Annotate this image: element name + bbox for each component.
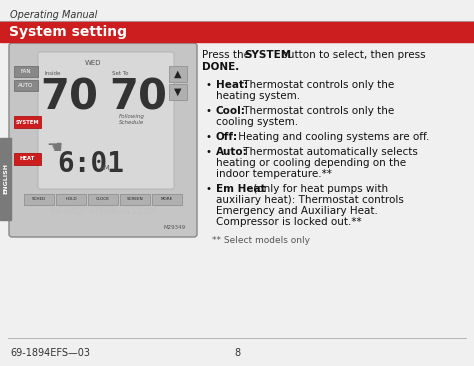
Text: HOLD: HOLD: [65, 198, 77, 202]
Bar: [14, 66, 38, 77]
Bar: [14, 80, 38, 91]
Text: Thermostat controls only the: Thermostat controls only the: [240, 80, 394, 90]
Text: button to select, then press: button to select, then press: [278, 50, 426, 60]
Text: SYSTEM: SYSTEM: [244, 50, 291, 60]
Text: Heating and cooling systems are off.: Heating and cooling systems are off.: [235, 132, 429, 142]
Bar: [120, 194, 150, 205]
Bar: [56, 194, 86, 205]
Text: 70: 70: [40, 77, 98, 119]
Text: 8: 8: [234, 348, 240, 358]
Bar: [152, 194, 182, 205]
Text: •: •: [206, 80, 212, 90]
Bar: [88, 194, 118, 205]
FancyBboxPatch shape: [9, 43, 197, 237]
Text: Following
Schedule: Following Schedule: [119, 114, 145, 125]
Text: Operating Manual: Operating Manual: [10, 10, 97, 20]
FancyBboxPatch shape: [38, 52, 174, 189]
Text: Compressor is locked out.**: Compressor is locked out.**: [216, 217, 362, 227]
Text: 70: 70: [109, 77, 167, 119]
Text: auxiliary heat): Thermostat controls: auxiliary heat): Thermostat controls: [216, 195, 404, 205]
Bar: [0, 138, 11, 220]
Text: SCHED: SCHED: [32, 198, 46, 202]
Text: System setting: System setting: [9, 25, 127, 39]
Text: •: •: [206, 106, 212, 116]
Bar: [24, 194, 54, 205]
Text: M29349: M29349: [164, 225, 186, 230]
Text: MORE: MORE: [161, 198, 173, 202]
Text: ☚: ☚: [46, 139, 62, 157]
Text: •: •: [206, 147, 212, 157]
Bar: [0, 22, 474, 42]
Text: AUTO: AUTO: [18, 83, 34, 88]
Text: Off:: Off:: [216, 132, 238, 142]
Text: WED: WED: [85, 60, 101, 66]
Text: (only for heat pumps with: (only for heat pumps with: [250, 184, 388, 194]
Text: Auto:: Auto:: [216, 147, 248, 157]
Text: Press the: Press the: [202, 50, 253, 60]
Text: Thermostat controls only the: Thermostat controls only the: [240, 106, 394, 116]
Text: DONE.: DONE.: [202, 62, 239, 72]
Text: ** Select models only: ** Select models only: [212, 236, 310, 245]
Text: ▼: ▼: [174, 87, 182, 97]
Text: Cool:: Cool:: [216, 106, 246, 116]
Text: heating or cooling depending on the: heating or cooling depending on the: [216, 158, 406, 168]
Text: FAN: FAN: [21, 69, 31, 74]
Text: •: •: [206, 184, 212, 194]
Text: Heat:: Heat:: [216, 80, 248, 90]
Bar: [14, 116, 41, 128]
Text: Em Heat: Em Heat: [216, 184, 265, 194]
Text: CLOCK: CLOCK: [96, 198, 110, 202]
Text: ENGLISH: ENGLISH: [3, 164, 8, 194]
Text: •: •: [206, 132, 212, 142]
Text: 69-1894EFS—03: 69-1894EFS—03: [10, 348, 90, 358]
Text: Thermostat automatically selects: Thermostat automatically selects: [240, 147, 418, 157]
Text: Inside: Inside: [45, 71, 61, 76]
Text: cooling system.: cooling system.: [216, 117, 298, 127]
Text: heating system.: heating system.: [216, 91, 300, 101]
Text: Set To: Set To: [112, 71, 128, 76]
Text: HEAT: HEAT: [20, 157, 35, 161]
Text: ▲: ▲: [174, 69, 182, 79]
Text: indoor temperature.**: indoor temperature.**: [216, 169, 332, 179]
Text: SCREEN: SCREEN: [127, 198, 143, 202]
Text: Emergency and Auxiliary Heat.: Emergency and Auxiliary Heat.: [216, 206, 378, 216]
Bar: [14, 153, 41, 165]
Bar: [169, 66, 187, 82]
Bar: [169, 84, 187, 100]
Text: AM: AM: [100, 165, 111, 171]
Text: SYSTEM: SYSTEM: [16, 120, 39, 124]
Text: 6:01: 6:01: [57, 150, 124, 178]
Text: THERMOSTATMANUALS.COM: THERMOSTATMANUALS.COM: [49, 208, 157, 217]
